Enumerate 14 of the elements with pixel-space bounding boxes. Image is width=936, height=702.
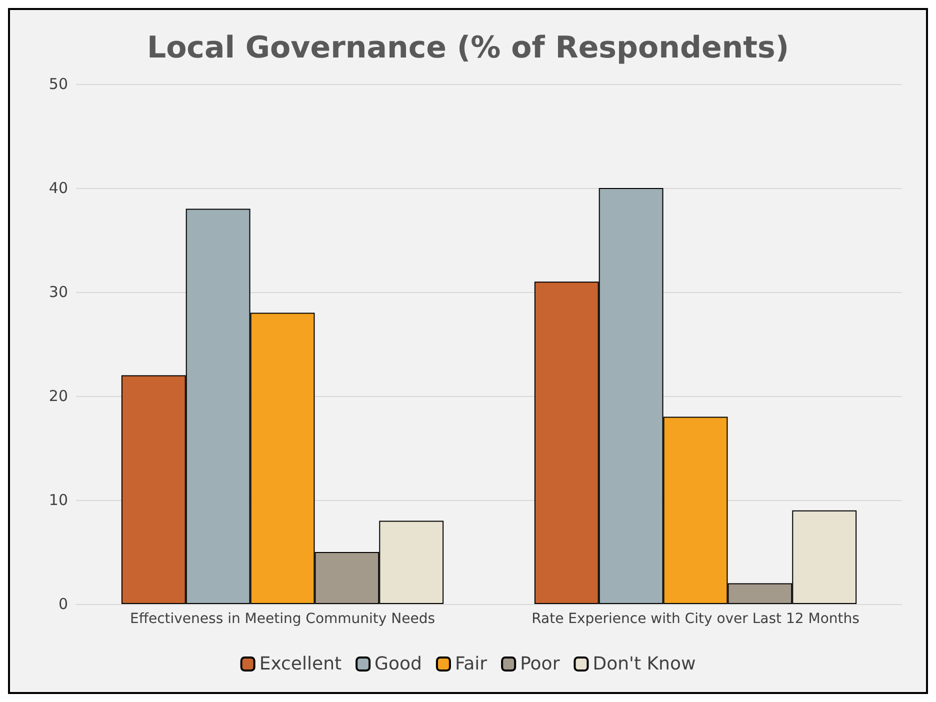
legend-label: Excellent bbox=[259, 654, 342, 674]
chart-title: Local Governance (% of Respondents) bbox=[146, 30, 790, 66]
y-tick-label: 10 bbox=[48, 491, 68, 509]
y-tick-label: 50 bbox=[48, 75, 68, 93]
legend-label: Good bbox=[374, 654, 422, 674]
y-tick-label: 30 bbox=[48, 283, 68, 301]
legend-label: Don't Know bbox=[592, 654, 696, 674]
x-tick-label: Rate Experience with City over Last 12 Months bbox=[532, 611, 860, 627]
legend-label: Fair bbox=[454, 654, 488, 674]
y-tick-label: 40 bbox=[48, 179, 68, 197]
y-tick-label: 0 bbox=[58, 595, 68, 613]
y-tick-label: 20 bbox=[48, 387, 68, 405]
legend-label: Poor bbox=[520, 654, 560, 674]
x-tick-label: Effectiveness in Meeting Community Needs bbox=[130, 611, 436, 627]
